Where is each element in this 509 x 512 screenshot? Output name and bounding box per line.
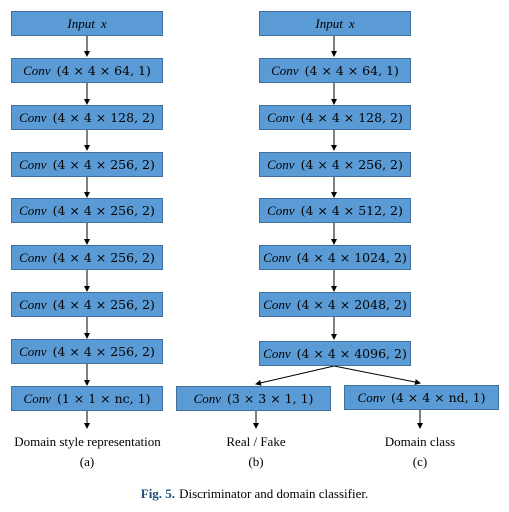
input-variable: x (100, 15, 107, 31)
column-a-conv-3: Conv (4 × 4 × 256, 2) (11, 152, 163, 177)
layer-args: (4 × 4 × 512, 2) (300, 203, 403, 218)
column-b-conv-6: Conv (4 × 4 × 2048, 2) (259, 292, 411, 317)
layer-op: Conv (357, 389, 385, 405)
layer-args: (4 × 4 × 128, 2) (300, 110, 403, 125)
input-variable: x (348, 15, 355, 31)
column-a-output-label: Domain style representation (14, 434, 161, 449)
layer-args: (4 × 4 × 256, 2) (52, 344, 155, 359)
branch-c-tag: (c) (412, 454, 428, 469)
layer-op: Conv (263, 296, 291, 312)
column-b-conv-2: Conv (4 × 4 × 128, 2) (259, 105, 411, 130)
layer-op: Conv (263, 249, 291, 265)
layer-args: (4 × 4 × 4096, 2) (296, 346, 407, 361)
layer-op: Conv (23, 390, 51, 406)
figure-number: Fig. 5. (140, 486, 176, 501)
column-a-input-box: Input x (11, 11, 163, 36)
layer-op: Conv (19, 202, 47, 218)
layer-op: Conv (19, 343, 47, 359)
column-b-conv-1: Conv (4 × 4 × 64, 1) (259, 58, 411, 83)
layer-args: (3 × 3 × 1, 1) (227, 391, 314, 406)
column-b-conv-3: Conv (4 × 4 × 256, 2) (259, 152, 411, 177)
column-a-conv-2: Conv (4 × 4 × 128, 2) (11, 105, 163, 130)
input-label: Input (67, 15, 95, 31)
layer-args: (4 × 4 × 1024, 2) (296, 250, 407, 265)
layer-args: (4 × 4 × 64, 1) (304, 63, 399, 78)
branch-b-tag: (b) (248, 454, 264, 469)
column-b-input-box: Input x (259, 11, 411, 36)
column-b-conv-5: Conv (4 × 4 × 1024, 2) (259, 245, 411, 270)
column-a-conv-1: Conv (4 × 4 × 64, 1) (11, 58, 163, 83)
branch-b-conv: Conv (3 × 3 × 1, 1) (176, 386, 331, 411)
layer-args: (4 × 4 × 256, 2) (52, 250, 155, 265)
column-a-conv-4: Conv (4 × 4 × 256, 2) (11, 198, 163, 223)
column-a-tag: (a) (79, 454, 95, 469)
layer-op: Conv (19, 156, 47, 172)
layer-op: Conv (263, 345, 291, 361)
branch-c-output-label: Domain class (384, 434, 456, 449)
input-label: Input (315, 15, 343, 31)
layer-args: (4 × 4 × 64, 1) (56, 63, 151, 78)
layer-op: Conv (23, 62, 51, 78)
layer-args: (4 × 4 × nd, 1) (391, 390, 486, 405)
column-b-conv-4: Conv (4 × 4 × 512, 2) (259, 198, 411, 223)
branch-c-conv: Conv (4 × 4 × nd, 1) (344, 385, 499, 410)
caption-text: Discriminator and domain classifier. (179, 486, 369, 501)
branch-b-output-label: Real / Fake (226, 434, 286, 449)
layer-op: Conv (267, 109, 295, 125)
layer-args: (4 × 4 × 256, 2) (52, 203, 155, 218)
layer-op: Conv (193, 390, 222, 406)
layer-args: (1 × 1 × nc, 1) (57, 391, 151, 406)
layer-op: Conv (267, 202, 295, 218)
layer-op: Conv (19, 109, 47, 125)
column-b-conv-7: Conv (4 × 4 × 4096, 2) (259, 341, 411, 366)
layer-op: Conv (19, 296, 47, 312)
layer-op: Conv (267, 156, 295, 172)
figure-caption: Fig. 5. Discriminator and domain classifi… (0, 486, 509, 502)
column-a-conv-6: Conv (4 × 4 × 256, 2) (11, 292, 163, 317)
layer-op: Conv (271, 62, 299, 78)
layer-args: (4 × 4 × 256, 2) (300, 157, 403, 172)
column-a-conv-7: Conv (4 × 4 × 256, 2) (11, 339, 163, 364)
column-a-conv-8: Conv (1 × 1 × nc, 1) (11, 386, 163, 411)
column-a-conv-5: Conv (4 × 4 × 256, 2) (11, 245, 163, 270)
layer-op: Conv (19, 249, 47, 265)
layer-args: (4 × 4 × 128, 2) (52, 110, 155, 125)
layer-args: (4 × 4 × 2048, 2) (296, 297, 407, 312)
layer-args: (4 × 4 × 256, 2) (52, 157, 155, 172)
layer-args: (4 × 4 × 256, 2) (52, 297, 155, 312)
